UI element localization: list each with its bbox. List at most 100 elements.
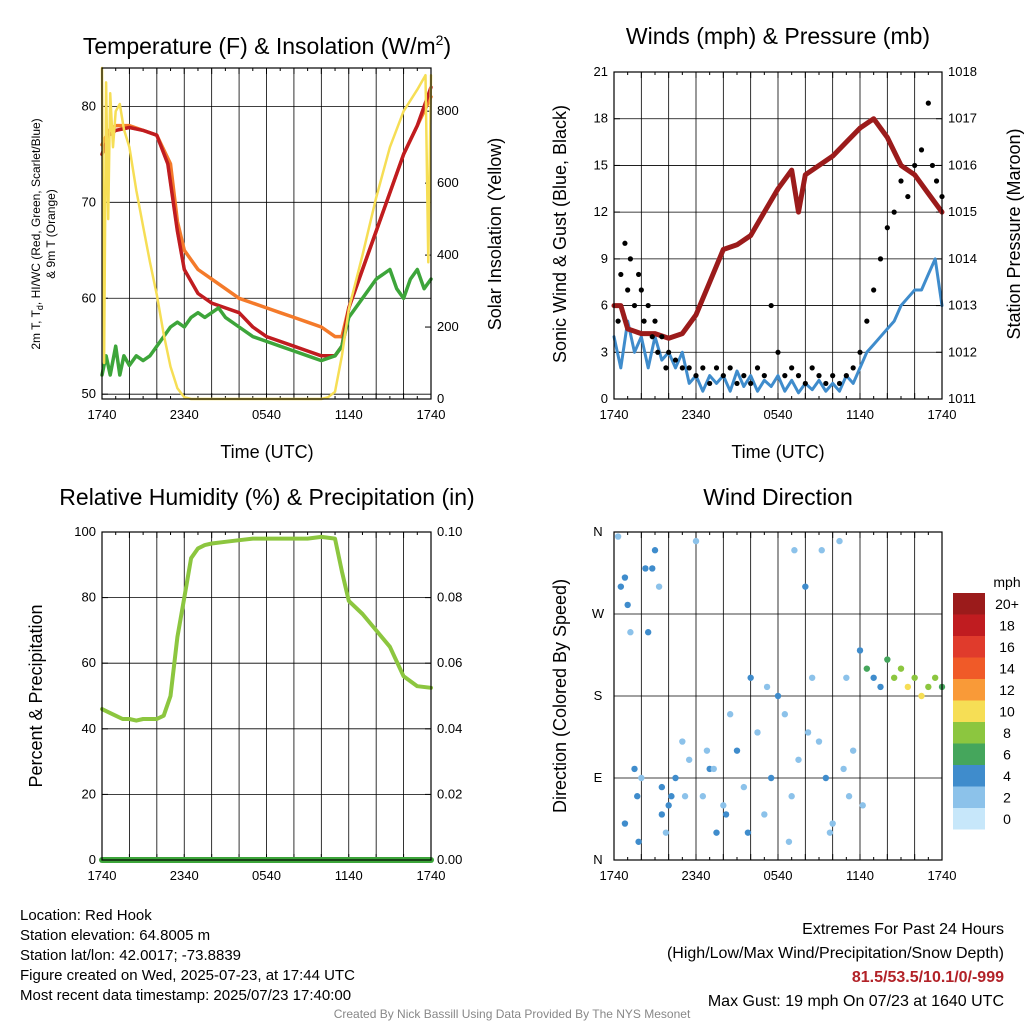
gust-point — [720, 373, 726, 379]
dir-point — [672, 774, 679, 782]
gust-point — [700, 365, 706, 371]
dir-point — [856, 647, 864, 654]
dir-point — [863, 665, 871, 672]
dir-ytick-label: E — [594, 770, 603, 785]
gust-point — [713, 365, 720, 371]
gust-point — [857, 349, 863, 355]
temp-left-tick-label: 50 — [82, 386, 96, 401]
gust-point — [830, 373, 836, 379]
dir-point — [638, 774, 645, 782]
gust-point — [877, 256, 884, 262]
dir-point — [703, 747, 711, 754]
dir-point — [754, 729, 761, 736]
dir-point — [791, 547, 798, 554]
dir-point — [649, 565, 656, 572]
gust-point — [625, 287, 631, 293]
temp-xlabel: Time (UTC) — [220, 442, 313, 462]
rh-right-tick-label: 0.04 — [437, 721, 462, 736]
gust-point — [782, 373, 788, 379]
rh-left-tick-label: 80 — [82, 590, 96, 605]
temp-left-tick-label: 70 — [82, 194, 96, 209]
dir-point — [614, 533, 622, 540]
dir-point — [822, 774, 830, 782]
wind-xtick-label: 1740 — [600, 407, 629, 422]
gust-point — [836, 380, 843, 387]
dir-point — [890, 674, 898, 681]
gust-point — [912, 162, 918, 169]
dir-point — [747, 674, 754, 681]
info-recent: Most recent data timestamp: 2025/07/23 1… — [20, 987, 352, 1004]
temp-xtick-label: 1140 — [335, 407, 363, 422]
dir-point — [840, 765, 847, 773]
gust-point — [843, 373, 849, 379]
gust-point — [816, 373, 822, 379]
rh-left-tick-label: 40 — [82, 721, 96, 736]
gust-point — [622, 240, 628, 246]
dir-ytick-label: W — [592, 606, 605, 621]
temp-title: Temperature (F) & Insolation (W/m2) — [83, 32, 451, 59]
wind-right-tick-label: 1017 — [948, 111, 977, 126]
legend-label: 14 — [999, 660, 1015, 676]
info-location: Location: Red Hook — [20, 907, 152, 924]
gust-point — [666, 349, 672, 355]
legend-label: 10 — [999, 703, 1015, 719]
legend-title: mph — [993, 574, 1020, 590]
gust-point — [638, 287, 644, 293]
dir-point — [627, 629, 634, 636]
gust-point — [809, 365, 815, 371]
wind-xtick-label: 1740 — [928, 407, 957, 422]
extremes-line1: Extremes For Past 24 Hours — [802, 921, 1004, 938]
legend-swatch — [953, 679, 985, 701]
gust-point — [871, 287, 877, 293]
temp-frame — [101, 67, 432, 400]
gust-point — [761, 373, 767, 379]
dir-point — [843, 674, 850, 681]
gust-point — [659, 334, 665, 340]
gust-point — [627, 256, 634, 262]
dir-point — [788, 793, 795, 800]
legend-swatch — [953, 743, 985, 765]
dir-point — [911, 674, 918, 681]
dir-point — [658, 811, 666, 818]
dir-point — [655, 583, 663, 590]
gust-point — [884, 225, 890, 231]
gust-point — [672, 357, 679, 363]
station-info: Location: Red Hook Station elevation: 64… — [20, 906, 355, 1006]
dir-title: Wind Direction — [703, 484, 853, 510]
dir-frame — [613, 531, 943, 861]
wind-ylabel-left: Sonic Wind & Gust (Blue, Black) — [550, 105, 570, 363]
extremes-gust: Max Gust: 19 mph On 07/23 at 1640 UTC — [707, 993, 1004, 1010]
dir-point — [826, 829, 834, 836]
wind-left-tick-label: 0 — [601, 391, 608, 406]
dir-point — [836, 537, 843, 545]
gust-point — [707, 380, 713, 387]
rh-right-tick-label: 0.02 — [437, 786, 462, 801]
dir-xtick-label: 0540 — [764, 868, 793, 883]
gust-point — [741, 373, 747, 379]
dir-point — [668, 793, 675, 800]
legend-label: 8 — [1003, 725, 1011, 741]
dir-point — [722, 811, 730, 818]
rh-ylabel-left: Percent & Precipitation — [26, 604, 46, 787]
legend-label: 0 — [1003, 811, 1011, 827]
dir-point — [918, 692, 925, 700]
gust-point — [615, 318, 621, 324]
wind-frame — [613, 71, 943, 400]
legend-swatch — [953, 765, 985, 787]
gust-point — [727, 365, 733, 371]
gust-point — [686, 365, 692, 371]
extremes-values: 81.5/53.5/10.1/0/-999 — [851, 969, 1004, 986]
wind-right-tick-label: 1013 — [948, 298, 977, 313]
dir-point — [818, 547, 825, 554]
dir-point — [870, 674, 877, 681]
extremes-box: Extremes For Past 24 Hours (High/Low/Max… — [667, 918, 1004, 1014]
dir-point — [767, 774, 775, 782]
gust-point — [768, 302, 774, 309]
temp-ylabel-left-line2: & 9m T (Orange) — [44, 189, 58, 279]
gust-point — [802, 380, 808, 387]
temp-xtick-label: 2340 — [170, 407, 199, 422]
dir-point — [634, 793, 641, 800]
gust-point — [652, 318, 658, 324]
dir-point — [884, 656, 891, 663]
